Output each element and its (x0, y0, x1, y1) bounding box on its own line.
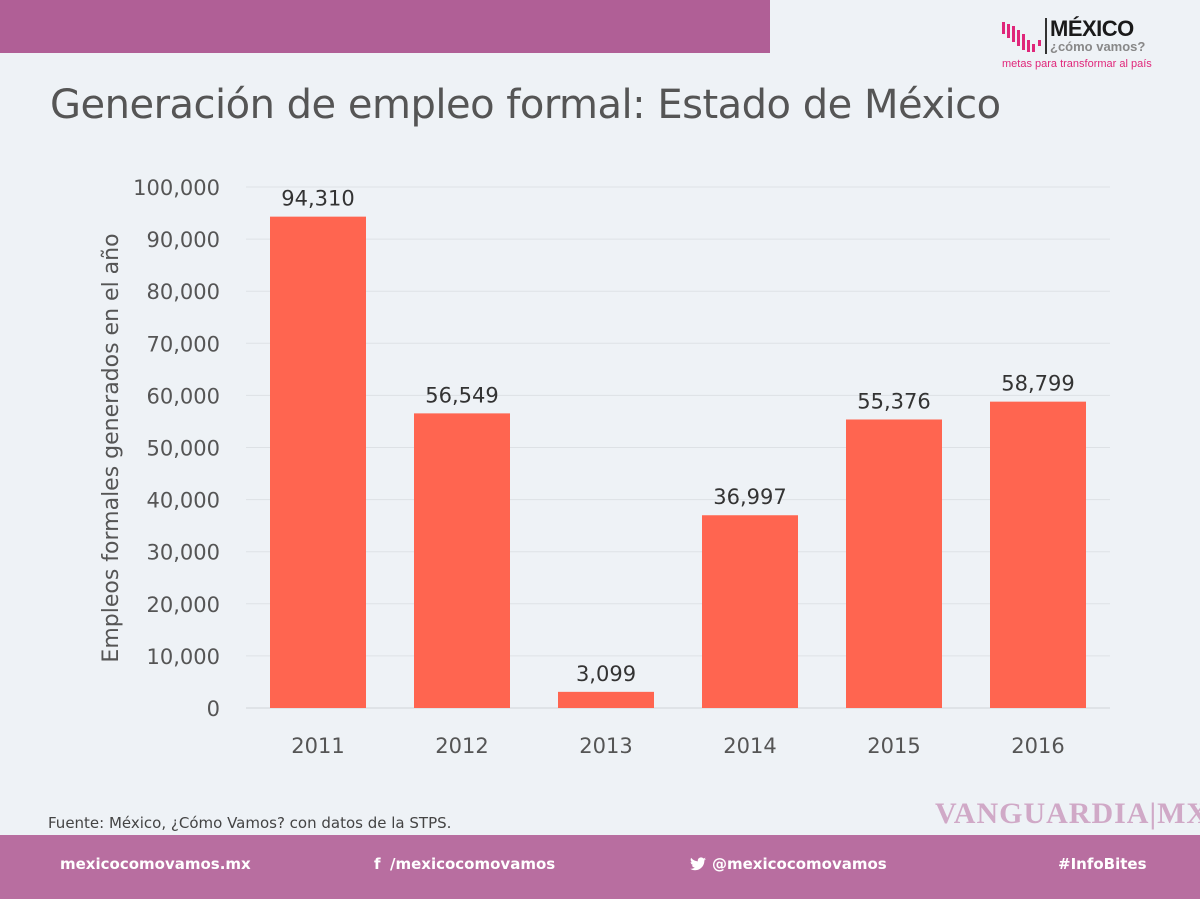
facebook-link[interactable]: /mexicocomovamos (390, 855, 556, 873)
bar-2015 (846, 419, 942, 708)
y-tick-label: 60,000 (147, 384, 220, 408)
top-banner (0, 0, 770, 53)
twitter-link[interactable]: @mexicocomovamos (712, 855, 887, 873)
vanguardia-watermark: VANGUARDIA|MX (935, 797, 1200, 830)
website-link[interactable]: mexicocomovamos.mx (60, 855, 251, 873)
x-tick-label: 2013 (579, 734, 632, 758)
twitter-icon (690, 857, 706, 871)
logo-name: MÉXICO (1050, 16, 1134, 41)
page-title: Generación de empleo formal: Estado de M… (50, 82, 1001, 128)
x-tick-label: 2011 (291, 734, 344, 758)
bar-2016 (990, 401, 1086, 708)
logo-tagline: metas para transformar al país (1002, 58, 1152, 70)
data-label: 3,099 (576, 662, 636, 686)
y-tick-label: 80,000 (147, 280, 220, 304)
bar-2012 (414, 413, 510, 708)
data-label: 58,799 (1001, 372, 1074, 396)
logo-separator (1045, 18, 1047, 54)
x-tick-label: 2012 (435, 734, 488, 758)
y-tick-label: 70,000 (147, 332, 220, 356)
logo-bars-icon (1002, 22, 1041, 52)
mexico-como-vamos-logo: MÉXICO ¿cómo vamos? metas para transform… (1000, 16, 1190, 76)
facebook-icon: f (374, 855, 381, 873)
y-tick-label: 10,000 (147, 645, 220, 669)
bar-chart: Empleos formales generados en el año 0 10… (99, 176, 1110, 758)
data-label: 36,997 (713, 485, 786, 509)
x-tick-label: 2016 (1011, 734, 1064, 758)
y-tick-label: 50,000 (147, 437, 220, 461)
bar-2011 (270, 216, 366, 708)
y-tick-label: 20,000 (147, 593, 220, 617)
data-label: 94,310 (281, 187, 354, 211)
footer-bar: mexicocomovamos.mx f /mexicocomovamos @m… (0, 835, 1200, 899)
data-label: 55,376 (857, 389, 930, 413)
hashtag: #InfoBites (1058, 855, 1147, 873)
data-label: 56,549 (425, 383, 498, 407)
y-tick-label: 100,000 (133, 176, 220, 200)
y-tick-label: 40,000 (147, 489, 220, 513)
x-tick-label: 2014 (723, 734, 776, 758)
y-axis-label: Empleos formales generados en el año (99, 233, 124, 662)
logo-subtitle: ¿cómo vamos? (1050, 39, 1146, 54)
y-tick-label: 30,000 (147, 541, 220, 565)
y-tick-label: 0 (207, 697, 220, 721)
bar-2013 (558, 691, 654, 708)
x-tick-label: 2015 (867, 734, 920, 758)
y-tick-label: 90,000 (147, 228, 220, 252)
source-note: Fuente: México, ¿Cómo Vamos? con datos d… (48, 814, 452, 832)
bar-2014 (702, 515, 798, 708)
